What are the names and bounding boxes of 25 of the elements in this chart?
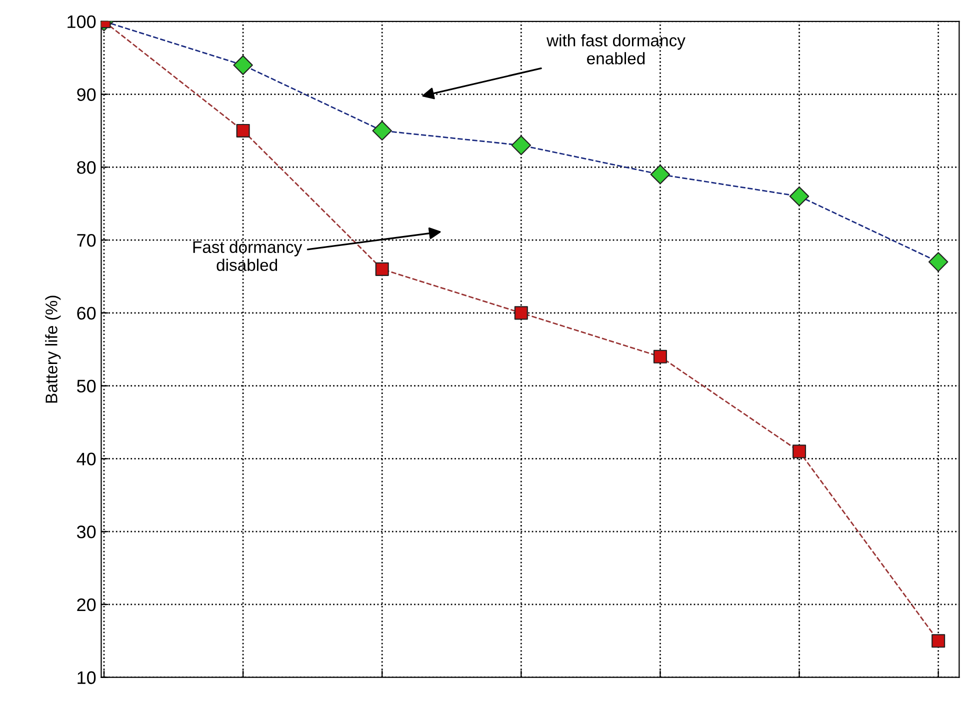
- y-axis-title: Battery life (%): [45, 296, 61, 403]
- annotation: Fast dormancy disabled: [193, 240, 302, 271]
- y-tick-label: 90: [77, 88, 96, 101]
- point: [650, 164, 670, 184]
- point: [236, 124, 250, 138]
- y-tick-label: 100: [68, 15, 96, 28]
- point: [375, 262, 389, 276]
- annotation: with fast dormancy enabled: [546, 34, 686, 64]
- point: [511, 135, 532, 156]
- point: [653, 350, 667, 364]
- point: [372, 120, 392, 141]
- y-tick-label: 80: [77, 161, 96, 174]
- y-tick-label: 20: [77, 598, 96, 612]
- point: [928, 252, 948, 272]
- point: [792, 444, 806, 458]
- y-tick-label: 30: [76, 526, 96, 538]
- y-tick-label: 50: [77, 380, 96, 393]
- point: [233, 55, 253, 75]
- y-tick-label: 10: [78, 671, 96, 684]
- y-tick-label: 70: [77, 234, 96, 247]
- point: [514, 306, 528, 320]
- y-tick-label: 40: [76, 452, 96, 466]
- point: [932, 634, 946, 648]
- y-tick-label: 60: [77, 306, 96, 320]
- point: [789, 186, 810, 206]
